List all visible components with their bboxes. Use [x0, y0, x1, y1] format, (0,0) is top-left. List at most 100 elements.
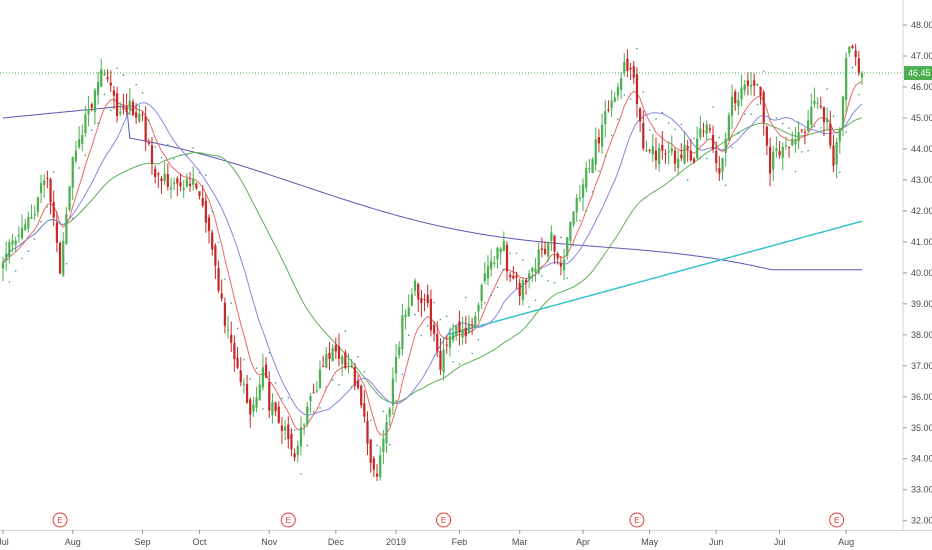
candle [810, 93, 813, 129]
candle-body [826, 119, 829, 123]
candle-body [521, 280, 524, 300]
candle-body [131, 101, 135, 116]
candle [277, 401, 280, 425]
x-tick-label: Jul [774, 537, 786, 547]
candle [664, 149, 667, 164]
candle [572, 210, 575, 227]
candle-body [448, 335, 452, 348]
sar-dot [452, 360, 454, 363]
candle-body [509, 274, 512, 277]
sar-dot [794, 170, 797, 173]
candle [448, 327, 452, 357]
sar-dot [636, 47, 638, 50]
candle [109, 70, 112, 92]
candle [486, 255, 490, 286]
candle [93, 87, 97, 125]
candle-body [331, 347, 334, 362]
earnings-marker[interactable]: E [52, 512, 68, 528]
candle [255, 386, 258, 413]
candle [848, 45, 851, 57]
candle-body [480, 285, 483, 301]
candle-body [356, 380, 360, 388]
candle-body [277, 406, 280, 423]
candle [575, 193, 578, 222]
sar-dot [705, 157, 708, 160]
candle-body [103, 74, 106, 76]
earnings-marker[interactable]: E [829, 512, 845, 528]
sar-dot [135, 83, 137, 86]
earnings-marker[interactable]: E [629, 512, 645, 528]
candle [651, 134, 654, 162]
candle-body [474, 316, 477, 329]
candle-body [648, 149, 651, 151]
sar-dot [230, 302, 233, 304]
earnings-marker-circle [436, 512, 452, 528]
candle-body [819, 105, 822, 108]
candle [182, 180, 185, 199]
candle [128, 88, 131, 116]
candle-body [5, 253, 8, 260]
candle [505, 241, 509, 281]
candle-body [271, 402, 274, 415]
sar-dot [858, 93, 860, 96]
candle [394, 344, 398, 383]
candle [778, 141, 781, 159]
candle-body [211, 232, 214, 250]
candle-body [442, 349, 445, 372]
candle-body [768, 146, 772, 174]
x-tick-label: Sep [134, 537, 150, 547]
sar-dot [224, 278, 226, 280]
candle-body [413, 280, 417, 291]
candle-body [280, 425, 284, 431]
sar-dot [141, 91, 144, 94]
candle-body [810, 106, 813, 125]
candle-body [838, 128, 841, 142]
candle [632, 60, 635, 84]
sar-dot [173, 158, 175, 160]
candle-body [724, 138, 727, 153]
candle-body [543, 248, 547, 254]
candle [689, 138, 692, 163]
x-tick-label: Jun [709, 537, 724, 547]
candle-body [822, 107, 826, 123]
candle [490, 249, 493, 277]
candle-body [432, 325, 436, 334]
candle-body [436, 334, 439, 352]
candle [826, 107, 829, 131]
candle [226, 315, 230, 339]
candle [547, 241, 550, 263]
candle-body [800, 129, 803, 131]
candle-body [604, 111, 607, 125]
candle [87, 96, 90, 127]
sar-dot [306, 444, 309, 447]
sar-dot [97, 122, 99, 124]
candle-body [299, 427, 303, 447]
candle-body [683, 144, 686, 164]
candle-body [347, 363, 350, 365]
candle-body [169, 187, 173, 190]
candle-body [360, 385, 363, 406]
candle [160, 176, 163, 194]
candle-body [496, 247, 499, 260]
sar-dot [71, 217, 74, 220]
candle [325, 347, 328, 369]
candle-body [322, 366, 325, 368]
candle [214, 243, 217, 279]
earnings-marker[interactable]: E [436, 512, 452, 528]
candle-body [854, 50, 857, 58]
sar-dot [477, 338, 480, 341]
candle-body [179, 182, 182, 187]
x-tick-label: Feb [452, 537, 468, 547]
candle-body [173, 182, 176, 185]
candle [762, 89, 765, 136]
earnings-marker[interactable]: E [280, 512, 296, 528]
candle [581, 178, 585, 211]
candle-body [24, 224, 27, 230]
candle [344, 349, 347, 370]
sar-dot [262, 408, 264, 410]
candle-body [502, 241, 505, 251]
candle-body [81, 134, 84, 145]
candle [502, 231, 505, 252]
